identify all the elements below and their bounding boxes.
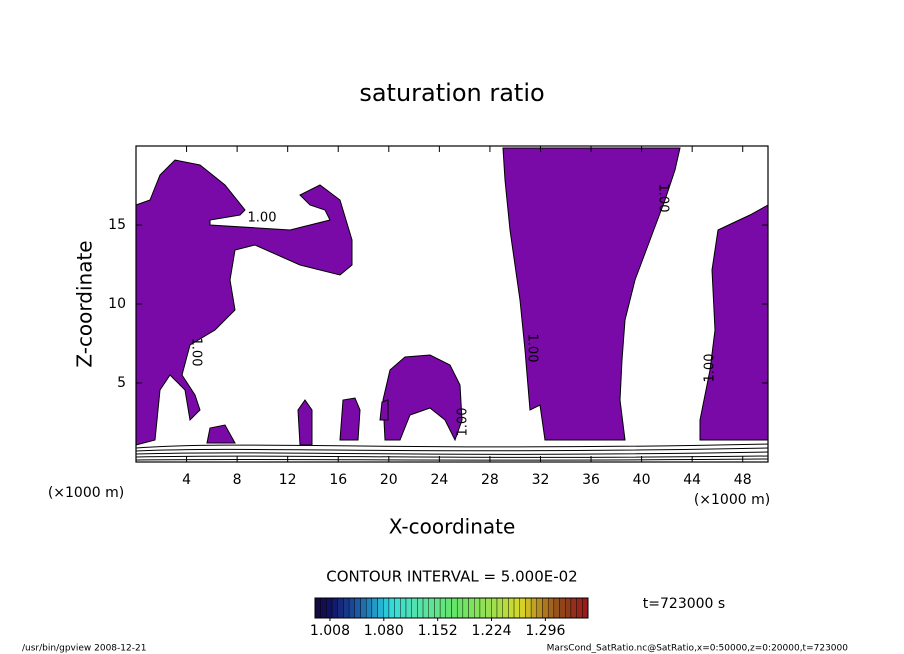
colorbar-label: 1.080 [364, 623, 404, 639]
contour-label: 1.00 [248, 211, 277, 226]
contour-line [135, 451, 769, 455]
colorbar-stripe [348, 597, 356, 619]
colorbar-stripe [365, 597, 373, 619]
footer: /usr/bin/gpview 2008-12-21 [22, 644, 146, 654]
contour-label: 1.00 [525, 334, 540, 363]
colorbar-stripe [559, 597, 566, 619]
x-tick-label: 12 [279, 472, 297, 488]
x-tick-label: 40 [633, 472, 651, 488]
colorbar-stripe [400, 597, 407, 619]
x-tick-label: 16 [329, 472, 347, 488]
colorbar-stripe [479, 597, 486, 619]
colorbar-stripe [468, 597, 475, 619]
x-tick-label: 36 [582, 472, 600, 488]
colorbar-stripe [428, 597, 435, 619]
y-tick-label: 5 [117, 375, 126, 391]
colorbar-stripe [530, 597, 538, 619]
colorbar-stripe [371, 597, 378, 619]
colorbar-stripe [456, 597, 464, 619]
colorbar-label: 1.296 [525, 623, 565, 639]
colorbar-stripe [474, 597, 481, 619]
x-tick-label: 32 [532, 472, 550, 488]
colorbar-stripe [331, 597, 338, 619]
x-tick-label: 20 [380, 472, 398, 488]
colorbar-stripe [314, 597, 321, 619]
supersaturated-region [135, 159, 353, 446]
colorbar-stripe [405, 597, 412, 619]
y-tick-label: 15 [108, 217, 126, 233]
supersaturated-region [339, 397, 361, 441]
colorbar-stripe [536, 597, 543, 619]
supersaturated-region [379, 399, 389, 421]
colorbar-stripe [576, 597, 583, 619]
x-tick-label: 48 [734, 472, 752, 488]
colorbar-stripe [337, 597, 344, 619]
supersaturated-region [699, 204, 769, 441]
colorbar-stripe [439, 597, 447, 619]
colorbar-stripe [422, 597, 429, 619]
supersaturated-region [382, 354, 463, 442]
contour-line [135, 455, 769, 458]
colorbar-label: 1.008 [310, 623, 350, 639]
colorbar-stripe [320, 597, 327, 619]
colorbar-stripe [388, 597, 395, 619]
colorbar-stripe [485, 597, 492, 619]
colorbar-stripe [565, 597, 572, 619]
x-axis-title: X-coordinate [389, 515, 516, 539]
y-tick-label: 10 [108, 296, 126, 312]
colorbar-stripe [542, 597, 549, 619]
x-tick-label: 44 [683, 472, 701, 488]
contour-line [135, 447, 769, 452]
colorbar-stripe [445, 597, 452, 619]
contour-line [135, 458, 769, 461]
colorbar-stripe [354, 597, 361, 619]
colorbar-stripe [377, 597, 384, 619]
colorbar-stripe [417, 597, 424, 619]
supersaturated-region [206, 424, 236, 444]
colorbar-stripe [383, 597, 390, 619]
x-unit: (×1000 m) [694, 492, 770, 508]
colorbar-stripe [513, 597, 520, 619]
colorbar-stripe [434, 597, 441, 619]
colorbar-stripe [502, 597, 509, 619]
colorbar-stripe [462, 597, 469, 619]
colorbar-label: 1.152 [418, 623, 458, 639]
colorbar-stripe [582, 597, 589, 619]
colorbar-stripe [525, 597, 532, 619]
colorbar-stripe [451, 597, 458, 619]
contour-label: 1.00 [656, 184, 671, 213]
footer: MarsCond_SatRatio.nc@SatRatio,x=0:50000,… [547, 644, 849, 654]
contour-label: 1.00 [456, 408, 471, 437]
colorbar-stripe [394, 597, 401, 619]
colorbar-frame [314, 597, 589, 619]
colorbar-stripe [343, 597, 350, 619]
colorbar-stripe [491, 597, 498, 619]
chart-title: saturation ratio [359, 79, 544, 107]
colorbar-label: 1.224 [471, 623, 511, 639]
x-tick-label: 4 [182, 472, 191, 488]
colorbar-stripe [496, 597, 503, 619]
colorbar-stripe [326, 597, 333, 619]
x-tick-label: 8 [233, 472, 242, 488]
colorbar-stripe [570, 597, 577, 619]
supersaturated-region [297, 399, 313, 446]
supersaturated-region [502, 147, 681, 441]
colorbar-stripe [508, 597, 515, 619]
colorbar-stripe [360, 597, 367, 619]
contour-label: 1.00 [703, 354, 718, 383]
x-tick-label: 28 [481, 472, 499, 488]
colorbar-stripe [553, 597, 560, 619]
contour-line [135, 443, 769, 449]
y-axis-title: Z-coordinate [73, 240, 97, 367]
colorbar-stripe [519, 597, 526, 619]
colorbar-stripe [547, 597, 555, 619]
x-unit: (×1000 m) [48, 485, 124, 501]
time-label: t=723000 s [643, 596, 725, 612]
colorbar-stripe [411, 597, 418, 619]
x-tick-label: 24 [430, 472, 448, 488]
contour-label: 1.00 [189, 338, 204, 367]
contour-interval: CONTOUR INTERVAL = 5.000E-02 [326, 568, 577, 586]
